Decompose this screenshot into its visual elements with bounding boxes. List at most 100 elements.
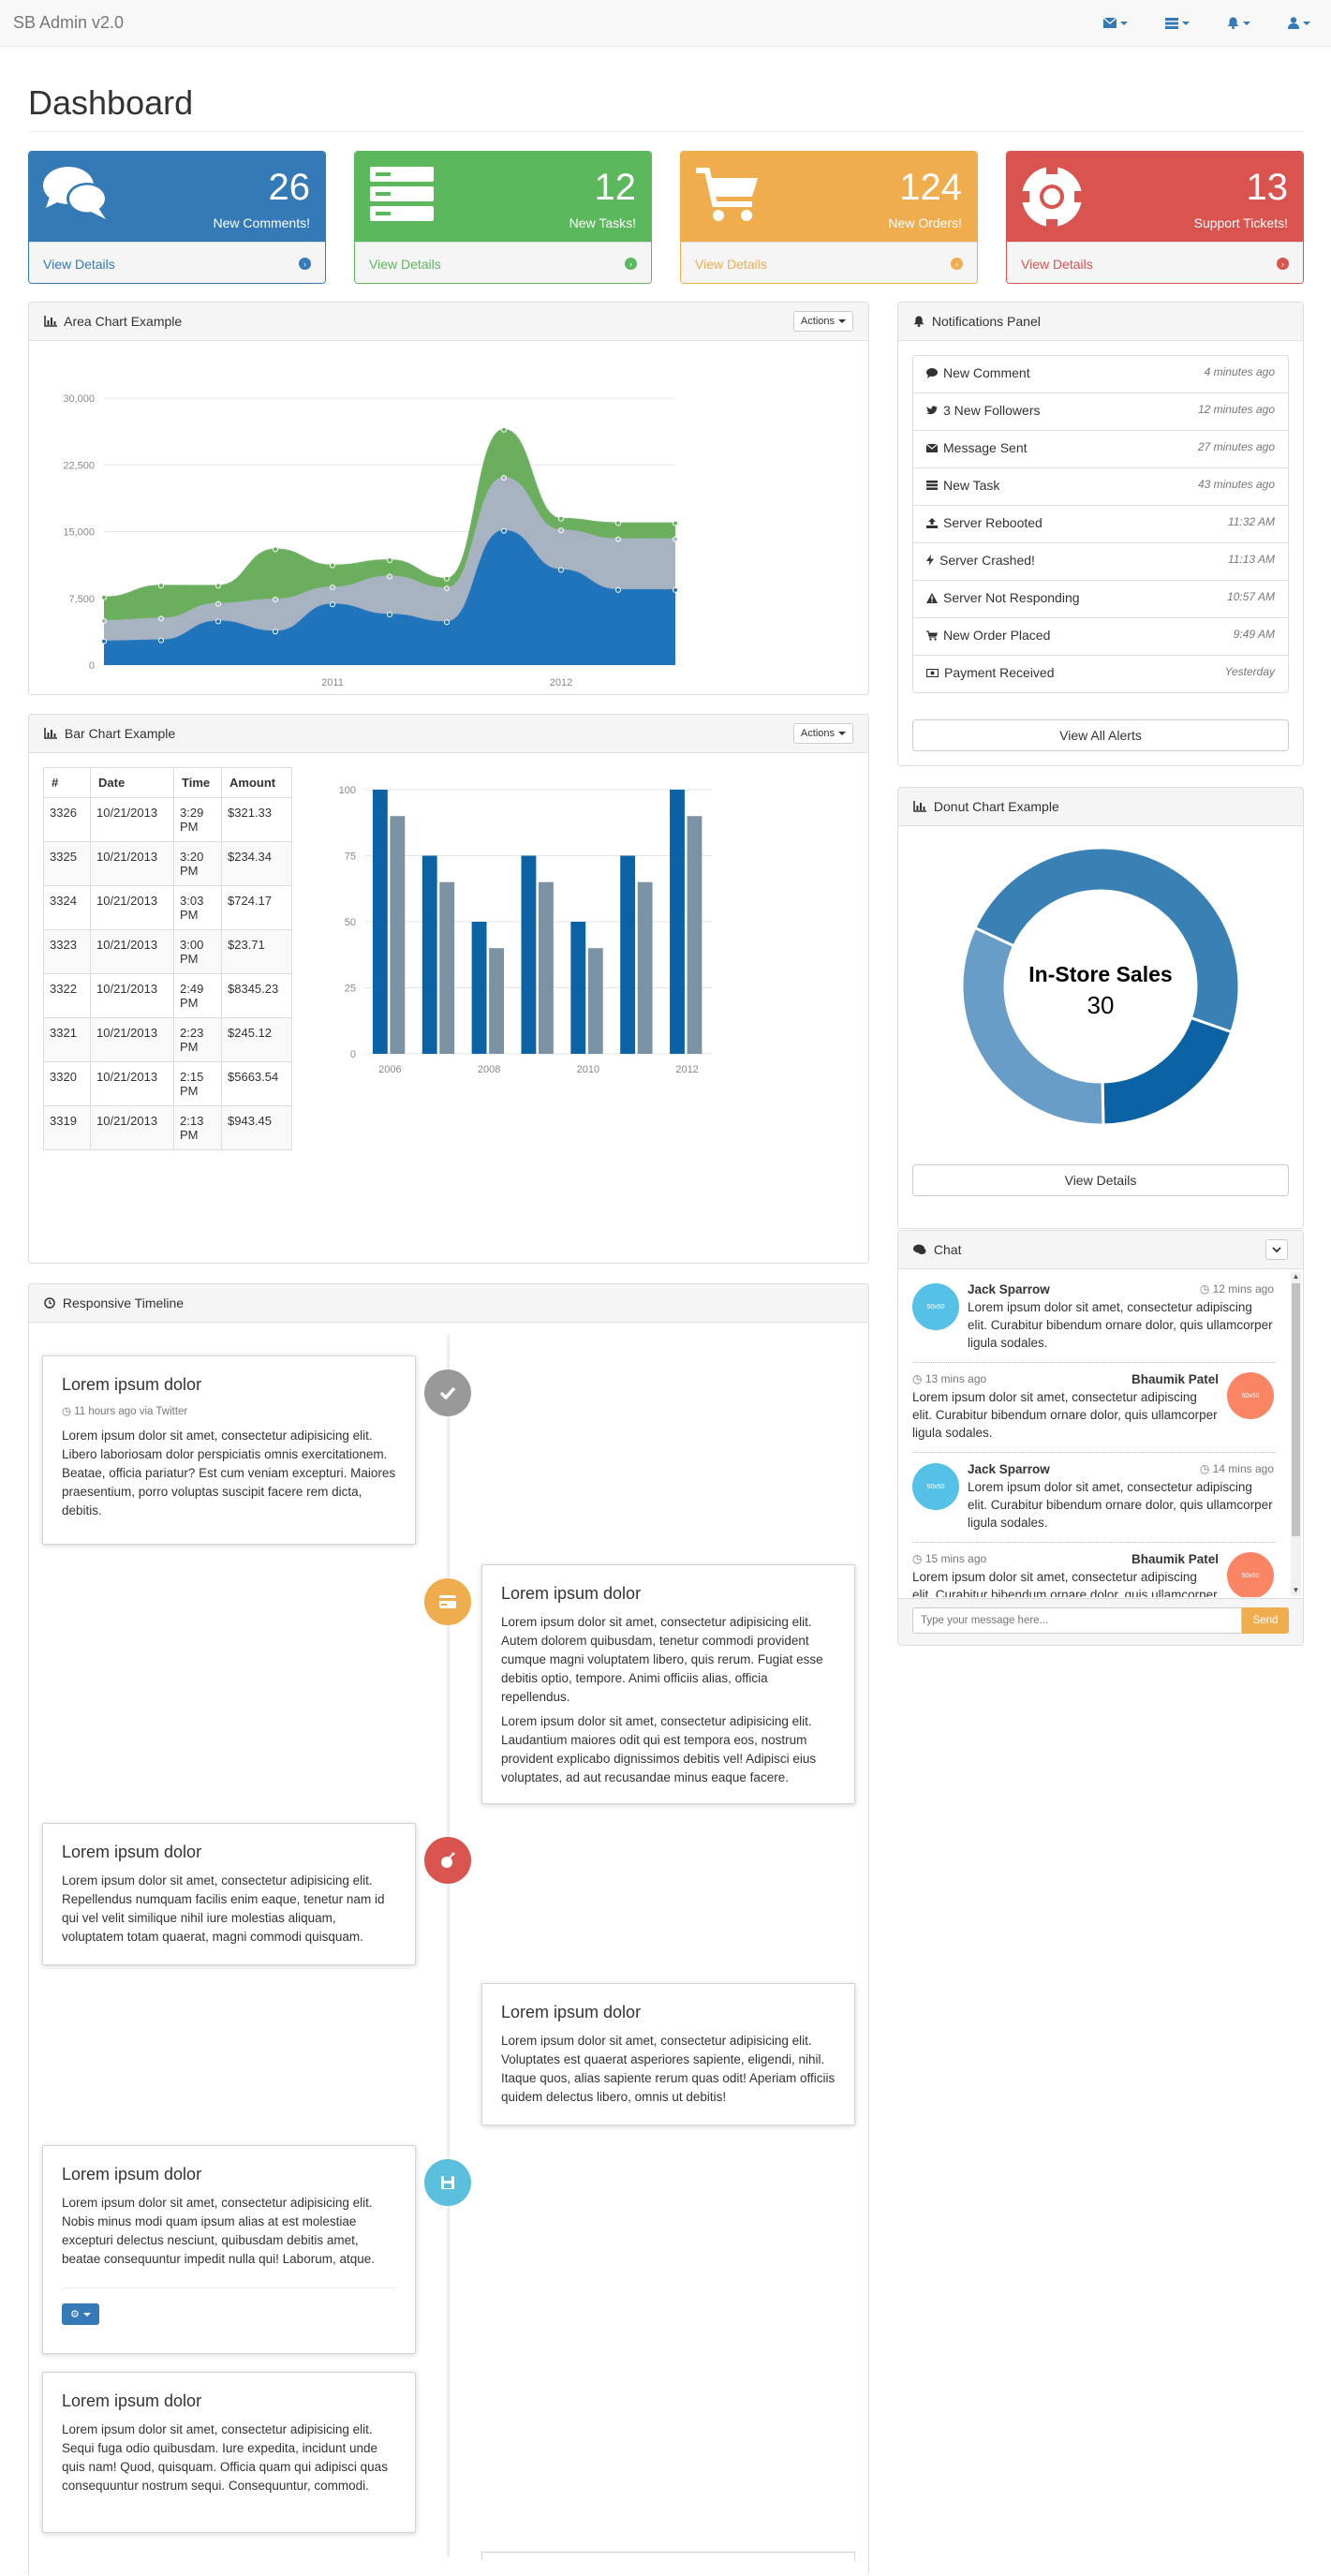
user-dropdown[interactable]	[1288, 17, 1310, 29]
credit-card-icon	[439, 1595, 456, 1608]
settings-dropdown-button[interactable]: ⚙	[62, 2303, 99, 2325]
chat-time: 14 mins ago	[1212, 1462, 1274, 1475]
column-header: Amount	[221, 767, 292, 798]
notification-text: Message Sent	[943, 440, 1028, 455]
view-all-alerts-button[interactable]: View All Alerts	[912, 719, 1289, 751]
bomb-icon	[441, 1852, 455, 1868]
chat-sender-name: Bhaumik Patel	[1131, 1552, 1219, 1566]
table-cell: 10/21/2013	[90, 1105, 174, 1150]
notification-item[interactable]: New Order Placed 9:49 AM	[912, 617, 1289, 656]
view-details-link[interactable]: View Details ›	[681, 242, 977, 283]
notification-time: 27 minutes ago	[1197, 440, 1275, 453]
brand-logo[interactable]: SB Admin v2.0	[13, 13, 125, 32]
data-point	[101, 594, 107, 600]
view-details-link[interactable]: View Details ›	[1007, 242, 1303, 283]
data-point	[273, 597, 278, 603]
save-icon	[441, 2176, 454, 2189]
data-point	[615, 586, 621, 593]
donut-slice	[972, 846, 1241, 1034]
chat-message-input[interactable]	[912, 1607, 1242, 1634]
view-details-link[interactable]: View Details ›	[355, 242, 651, 283]
chat-scrollbar[interactable]: ▲ ▼	[1291, 1272, 1301, 1596]
data-point	[387, 573, 392, 580]
user-icon	[1288, 17, 1299, 29]
chevron-down-icon	[1272, 1246, 1281, 1252]
stat-number: 13	[1246, 167, 1289, 208]
notification-text: Payment Received	[944, 665, 1055, 680]
envelope-icon	[1103, 18, 1117, 28]
data-point	[101, 617, 107, 624]
timeline-body: Lorem ipsum dolor sit amet, consectetur …	[501, 1714, 817, 1784]
gear-icon: ⚙	[70, 2309, 80, 2320]
bar	[489, 948, 504, 1054]
page-header: Dashboard	[28, 82, 1304, 132]
notification-item[interactable]: Payment Received Yesterday	[912, 655, 1289, 693]
chat-time: 15 mins ago	[924, 1552, 987, 1565]
view-details-link[interactable]: View Details ›	[29, 242, 325, 283]
table-cell: 3:29 PM	[173, 797, 222, 842]
actions-label: Actions	[800, 728, 835, 739]
notification-item[interactable]: 3 New Followers 12 minutes ago	[912, 392, 1289, 431]
bar	[439, 881, 455, 1054]
clock-icon: ◷	[912, 1552, 925, 1565]
table-cell: 3326	[43, 797, 91, 842]
actions-dropdown-button[interactable]: Actions	[792, 723, 853, 744]
table-cell: 2:13 PM	[173, 1105, 222, 1150]
notification-item[interactable]: New Task 43 minutes ago	[912, 467, 1289, 506]
chat-options-button[interactable]	[1265, 1239, 1288, 1260]
notification-item[interactable]: Message Sent 27 minutes ago	[912, 430, 1289, 468]
table-cell: $234.34	[221, 841, 292, 886]
actions-dropdown-button[interactable]: Actions	[792, 311, 853, 332]
y-tick-label: 0	[350, 1049, 356, 1060]
messages-dropdown[interactable]	[1103, 17, 1128, 29]
bar	[620, 855, 636, 1054]
bar	[637, 881, 653, 1054]
data-point	[215, 600, 221, 607]
timeline-badge	[424, 1369, 471, 1416]
clock-icon	[44, 1297, 55, 1309]
notification-text: New Task	[943, 478, 1000, 493]
timeline-line	[447, 1335, 450, 2557]
timeline-body: Lorem ipsum dolor sit amet, consectetur …	[501, 2034, 836, 2104]
table-cell: 10/21/2013	[90, 885, 174, 930]
stat-card-tasks: 12 New Tasks! View Details ›	[354, 151, 652, 284]
shopping-cart-icon	[926, 629, 938, 641]
avatar: 50x50	[1227, 1372, 1274, 1419]
y-tick-label: 25	[345, 984, 356, 995]
bar	[570, 922, 586, 1054]
arrow-circle-right-icon: ›	[625, 258, 637, 270]
clock-icon: ◷	[912, 1372, 925, 1385]
view-details-button[interactable]: View Details	[912, 1164, 1289, 1196]
panel-title: Notifications Panel	[931, 314, 1041, 329]
panel-title: Donut Chart Example	[933, 799, 1059, 814]
timeline-body: Lorem ipsum dolor sit amet, consectetur …	[62, 1873, 385, 1944]
view-details-text: View Details	[1021, 256, 1093, 272]
notification-item[interactable]: Server Crashed! 11:13 AM	[912, 542, 1289, 581]
view-details-text: View Details	[369, 256, 441, 272]
x-tick-label: 2011	[321, 677, 344, 688]
y-tick-label: 100	[339, 785, 356, 796]
tasks-icon	[370, 167, 434, 221]
chat-sender-name: Jack Sparrow	[968, 1462, 1050, 1476]
tasks-dropdown[interactable]	[1165, 17, 1190, 29]
notification-item[interactable]: Server Rebooted 11:32 AM	[912, 505, 1289, 543]
area-series	[104, 530, 675, 665]
alerts-dropdown[interactable]	[1227, 17, 1250, 29]
timeline-card: Lorem ipsum dolor Lorem ipsum dolor sit …	[481, 1983, 855, 2125]
bolt-icon	[926, 555, 934, 566]
timeline-badge	[424, 1837, 471, 1884]
y-tick-label: 50	[345, 917, 356, 928]
notification-item[interactable]: Server Not Responding 10:57 AM	[912, 580, 1289, 618]
chat-text: Lorem ipsum dolor sit amet, consectetur …	[968, 1300, 1273, 1350]
notification-item[interactable]: New Comment 4 minutes ago	[912, 355, 1289, 393]
stat-number: 26	[268, 167, 311, 208]
table-header-row: # Date Time Amount	[43, 767, 292, 798]
data-point	[673, 586, 678, 593]
timeline-title: Lorem ipsum dolor	[62, 1375, 202, 1394]
stat-number: 124	[899, 167, 962, 208]
upload-icon	[926, 517, 938, 528]
notification-time: Yesterday	[1224, 665, 1275, 678]
timeline-body: Lorem ipsum dolor sit amet, consectetur …	[501, 1615, 823, 1704]
data-point	[330, 562, 335, 569]
send-button[interactable]: Send	[1242, 1607, 1289, 1634]
